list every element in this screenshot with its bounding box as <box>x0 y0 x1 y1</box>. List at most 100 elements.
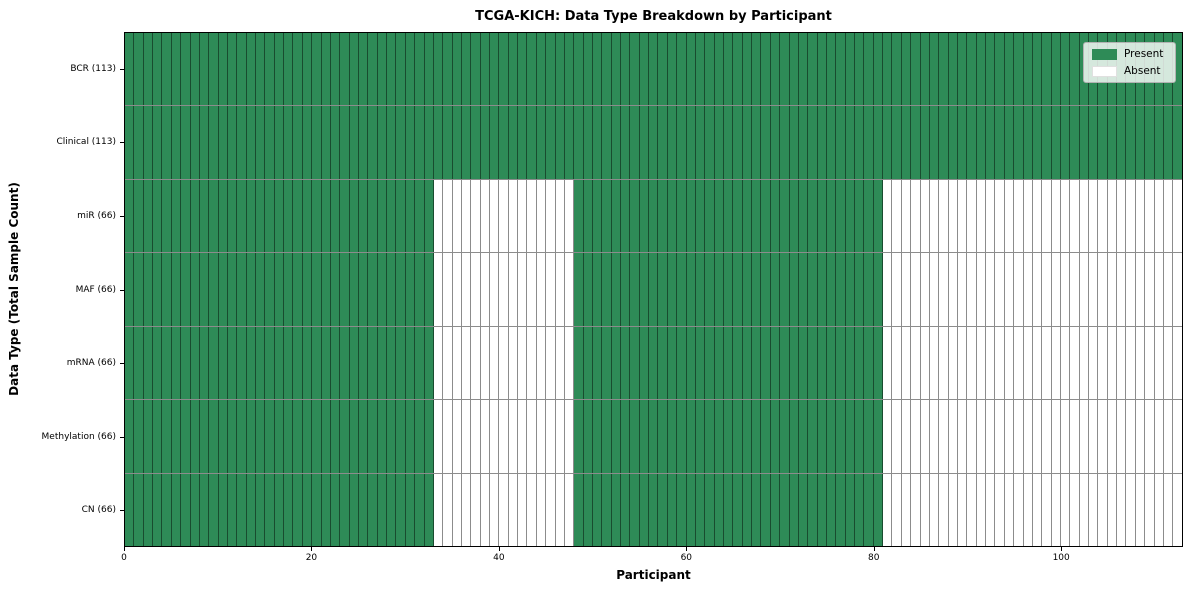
heatmap-cell <box>639 106 650 179</box>
heatmap-cell <box>377 179 388 253</box>
heatmap-cell <box>742 400 753 473</box>
heatmap-cell <box>274 179 285 253</box>
heatmap-cell <box>639 179 650 253</box>
heatmap-cell <box>265 106 275 179</box>
heatmap-cell <box>1060 400 1071 473</box>
heatmap-cell <box>789 326 799 400</box>
heatmap-cell <box>1089 473 1099 546</box>
heatmap-cell <box>911 400 921 473</box>
heatmap-cell <box>724 33 734 106</box>
heatmap-cell <box>312 106 322 179</box>
heatmap-cell <box>396 400 406 473</box>
heatmap-cell <box>396 326 406 400</box>
heatmap-cell <box>611 33 622 106</box>
heatmap-cell <box>377 400 388 473</box>
heatmap-cell <box>967 400 977 473</box>
heatmap-cell <box>302 253 313 326</box>
heatmap-cell <box>1145 400 1155 473</box>
heatmap-cell <box>1079 106 1090 179</box>
heatmap-cell <box>911 253 921 326</box>
heatmap-cell <box>621 33 631 106</box>
heatmap-cell <box>901 179 912 253</box>
heatmap-cell <box>153 473 163 546</box>
heatmap-cell <box>433 326 444 400</box>
heatmap-cell <box>686 253 696 326</box>
heatmap-cell <box>892 106 902 179</box>
heatmap-cell <box>153 326 163 400</box>
heatmap-cell <box>929 253 940 326</box>
heatmap-cell <box>433 106 444 179</box>
heatmap-cell <box>714 253 724 326</box>
heatmap-cell <box>330 400 341 473</box>
heatmap-cell <box>546 400 556 473</box>
heatmap-cell <box>1042 106 1052 179</box>
heatmap-cell <box>649 473 659 546</box>
heatmap-cell <box>705 106 715 179</box>
heatmap-cell <box>826 33 837 106</box>
x-tick-mark <box>873 547 875 551</box>
heatmap-cell <box>181 326 191 400</box>
heatmap-cell <box>1173 473 1182 546</box>
heatmap-cell <box>621 326 631 400</box>
heatmap-cell <box>770 400 781 473</box>
heatmap-cell <box>302 106 313 179</box>
heatmap-cell <box>714 33 724 106</box>
heatmap-cell <box>686 179 696 253</box>
x-tick-mark <box>311 547 313 551</box>
heatmap-cell <box>845 179 856 253</box>
heatmap-cell <box>387 106 397 179</box>
heatmap-cell <box>1014 473 1024 546</box>
heatmap-cell <box>1098 473 1108 546</box>
heatmap-cell <box>125 326 135 400</box>
heatmap-cell <box>461 33 472 106</box>
heatmap-cell <box>808 473 818 546</box>
y-tick-label: BCR (113) <box>70 63 116 74</box>
heatmap-cell <box>705 400 715 473</box>
heatmap-cell <box>1032 326 1043 400</box>
heatmap-cell <box>621 179 631 253</box>
heatmap-cell <box>667 33 678 106</box>
heatmap-cell <box>237 33 247 106</box>
heatmap-cell <box>855 400 865 473</box>
heatmap-cell <box>199 326 210 400</box>
heatmap-cell <box>667 106 678 179</box>
heatmap-cell <box>546 33 556 106</box>
heatmap-cell <box>1032 179 1043 253</box>
heatmap-cell <box>387 400 397 473</box>
heatmap-cell <box>190 179 200 253</box>
x-axis-label: Participant <box>616 568 691 582</box>
heatmap-cell <box>1154 400 1164 473</box>
heatmap-cell <box>387 33 397 106</box>
heatmap-cell <box>1117 179 1127 253</box>
heatmap-cell <box>639 253 650 326</box>
heatmap-cell <box>1163 473 1174 546</box>
heatmap-cell <box>798 326 809 400</box>
heatmap-cell <box>415 253 425 326</box>
heatmap-cell <box>1014 179 1024 253</box>
heatmap-cell <box>508 326 519 400</box>
heatmap-cell <box>677 253 687 326</box>
heatmap-cell <box>153 106 163 179</box>
heatmap-cell <box>433 33 444 106</box>
heatmap-cell <box>564 326 575 400</box>
heatmap-cell <box>667 400 678 473</box>
heatmap-cell <box>143 473 154 546</box>
heatmap-cell <box>162 400 172 473</box>
heatmap-cell <box>1042 326 1052 400</box>
heatmap-cell <box>396 106 406 179</box>
heatmap-cell <box>873 106 884 179</box>
heatmap-cell <box>592 33 603 106</box>
heatmap-cell <box>209 326 219 400</box>
heatmap-cell <box>920 473 930 546</box>
heatmap-cell <box>1023 253 1033 326</box>
heatmap-cell <box>340 253 350 326</box>
heatmap-cell <box>761 106 771 179</box>
heatmap-cell <box>789 400 799 473</box>
heatmap-cell <box>1051 106 1061 179</box>
heatmap-cell <box>330 106 341 179</box>
heatmap-cell <box>752 179 762 253</box>
heatmap-cell <box>1051 253 1061 326</box>
heatmap-cell <box>1117 400 1127 473</box>
heatmap-cell <box>836 253 846 326</box>
heatmap-cell <box>583 253 593 326</box>
